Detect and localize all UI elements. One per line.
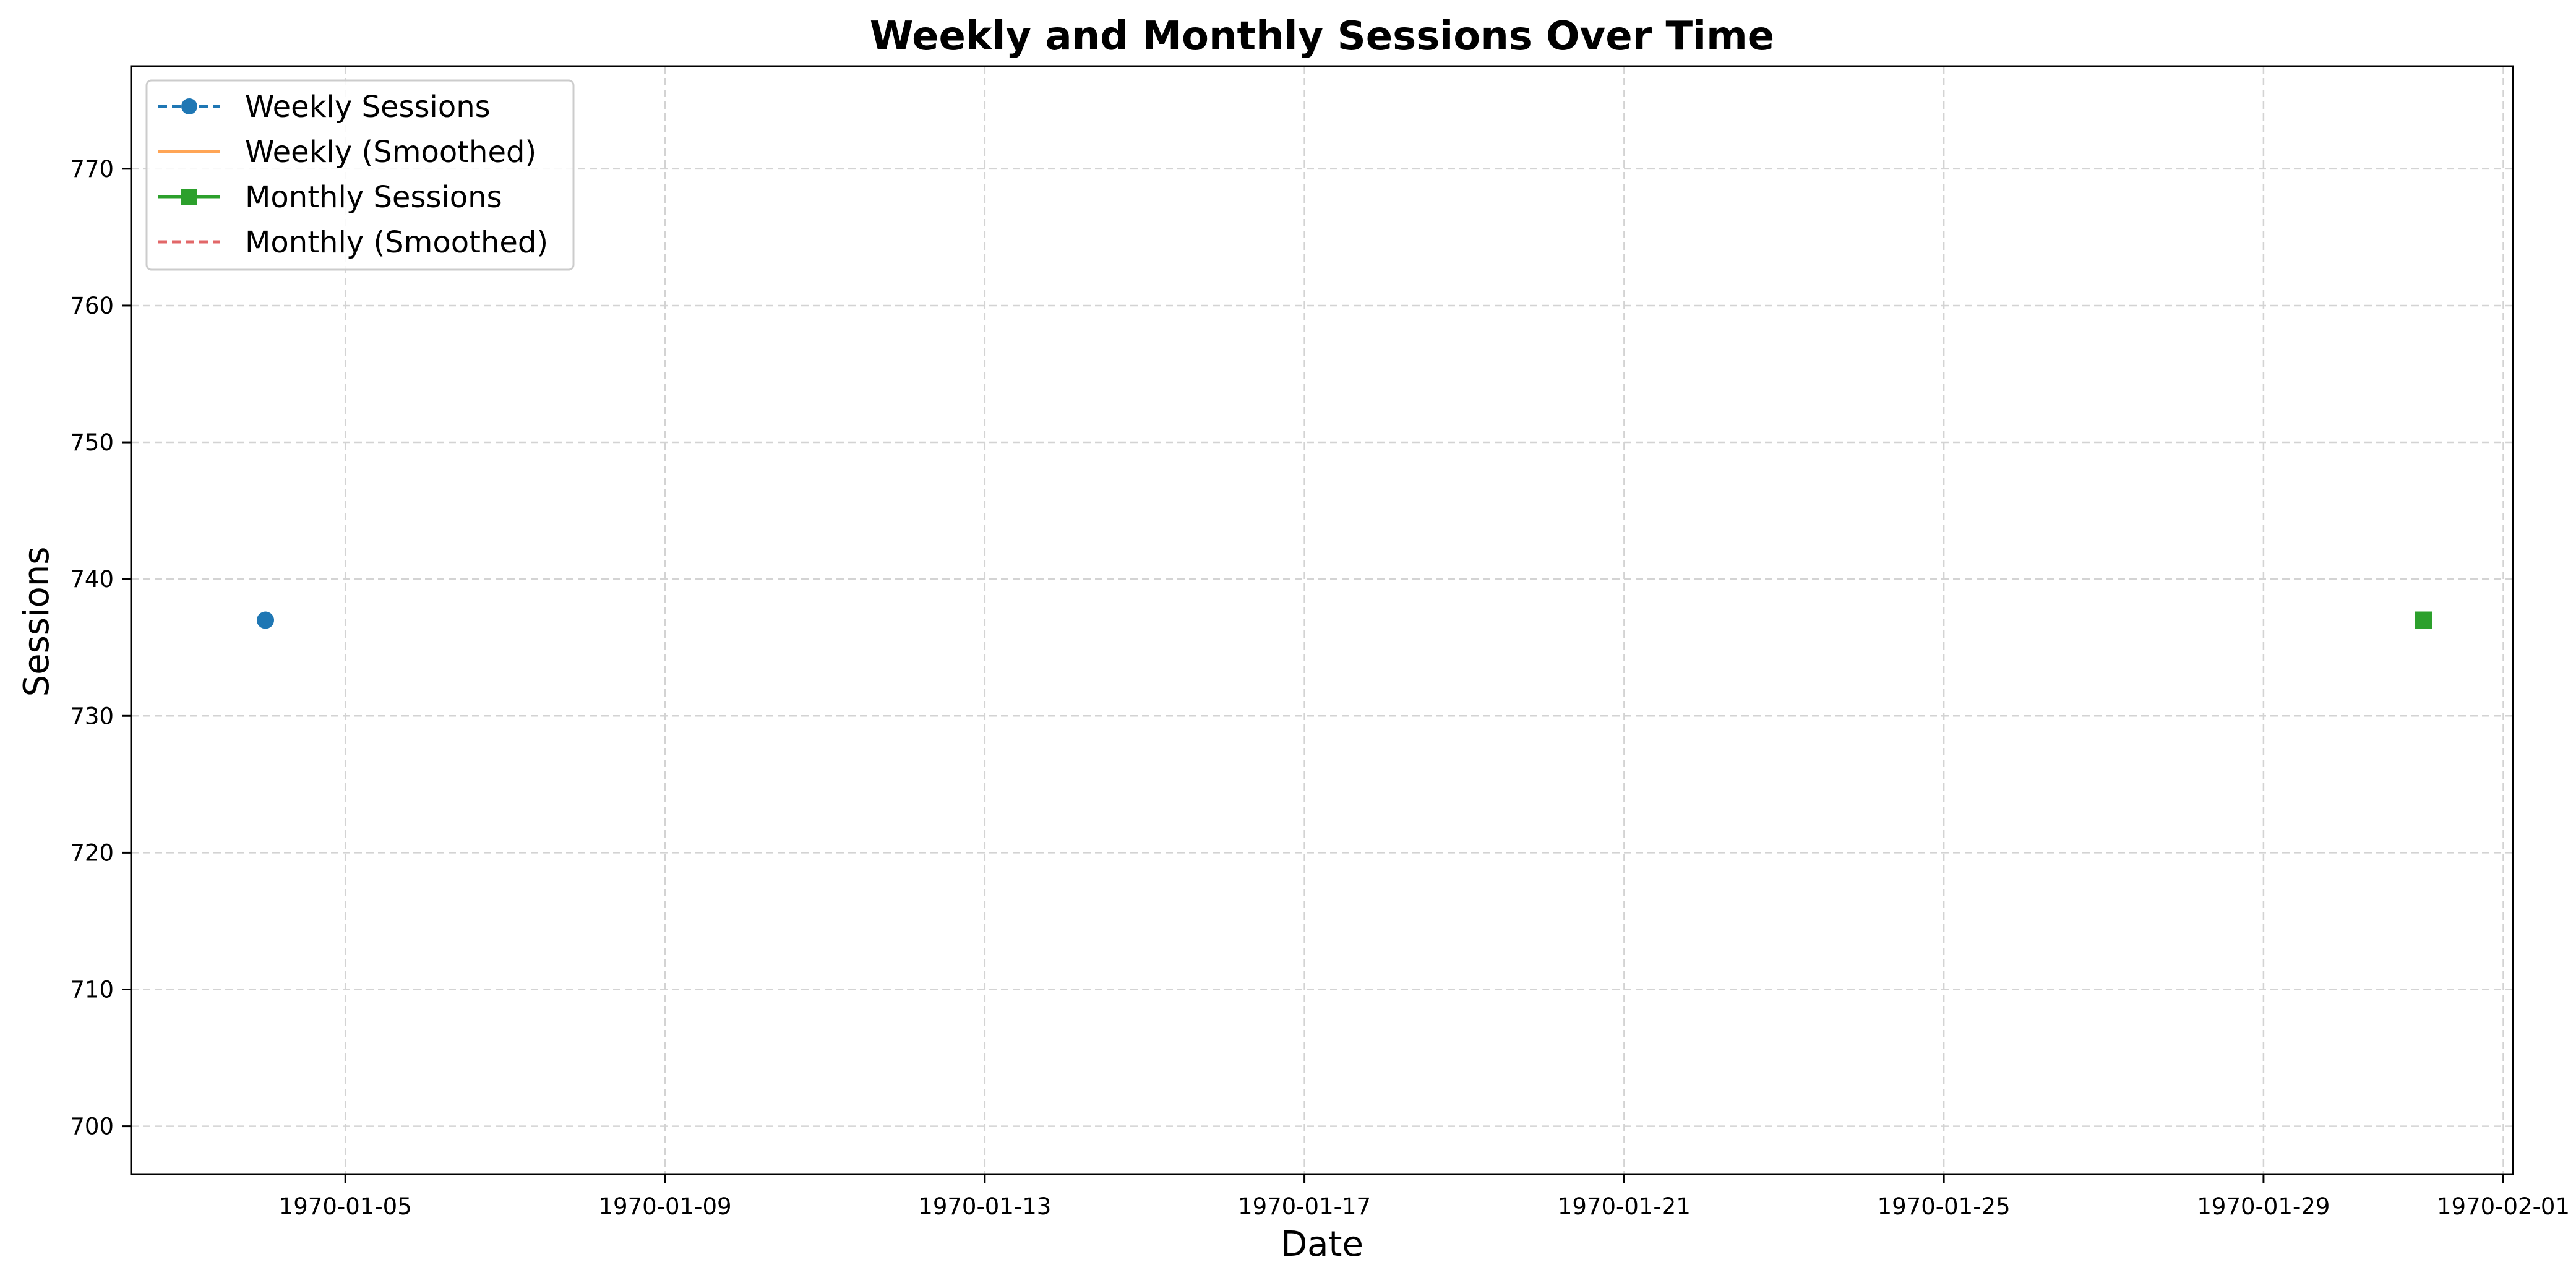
x-tick-label: 1970-01-21 <box>1558 1193 1691 1220</box>
y-axis-label: Sessions <box>17 547 57 697</box>
legend-entry-label: Weekly Sessions <box>245 90 491 124</box>
y-tick-label: 740 <box>70 566 114 593</box>
legend-frame <box>145 79 575 271</box>
y-tick-label: 730 <box>70 703 114 729</box>
x-tick-label: 1970-02-01 <box>2437 1193 2570 1220</box>
legend-swatch-marker <box>181 98 197 114</box>
data-point <box>2415 611 2432 629</box>
y-tick-label: 770 <box>70 156 114 182</box>
x-tick-label: 1970-01-13 <box>918 1193 1051 1220</box>
y-tick-label: 710 <box>70 977 114 1003</box>
y-tick-label: 700 <box>70 1114 114 1140</box>
plot-frame <box>130 65 2514 1175</box>
x-tick-label: 1970-01-09 <box>599 1193 732 1220</box>
grid-layer <box>131 66 2513 1174</box>
legend-swatch-marker <box>181 189 197 205</box>
legend-entry-label: Weekly (Smoothed) <box>245 135 536 169</box>
x-axis-label: Date <box>1281 1224 1363 1264</box>
legend-entry-label: Monthly Sessions <box>245 180 502 215</box>
x-tick-label: 1970-01-25 <box>1878 1193 2011 1220</box>
tick-layer: 1970-01-05 1970-01-09 1970-01-13 1970-01-17… <box>70 156 2570 1220</box>
x-tick-label: 1970-01-29 <box>2197 1193 2330 1220</box>
x-tick-label: 1970-01-05 <box>279 1193 412 1220</box>
x-tick-label: 1970-01-17 <box>1238 1193 1371 1220</box>
data-point <box>257 611 275 629</box>
y-tick-label: 750 <box>70 429 114 456</box>
series-layer <box>257 611 2432 629</box>
legend-entry-label: Monthly (Smoothed) <box>245 225 548 260</box>
chart-title: Weekly and Monthly Sessions Over Time <box>870 14 1774 59</box>
y-tick-label: 720 <box>70 839 114 866</box>
legend: Weekly Sessions Weekly (Smoothed) Monthly … <box>145 79 575 271</box>
y-tick-label: 760 <box>70 293 114 319</box>
